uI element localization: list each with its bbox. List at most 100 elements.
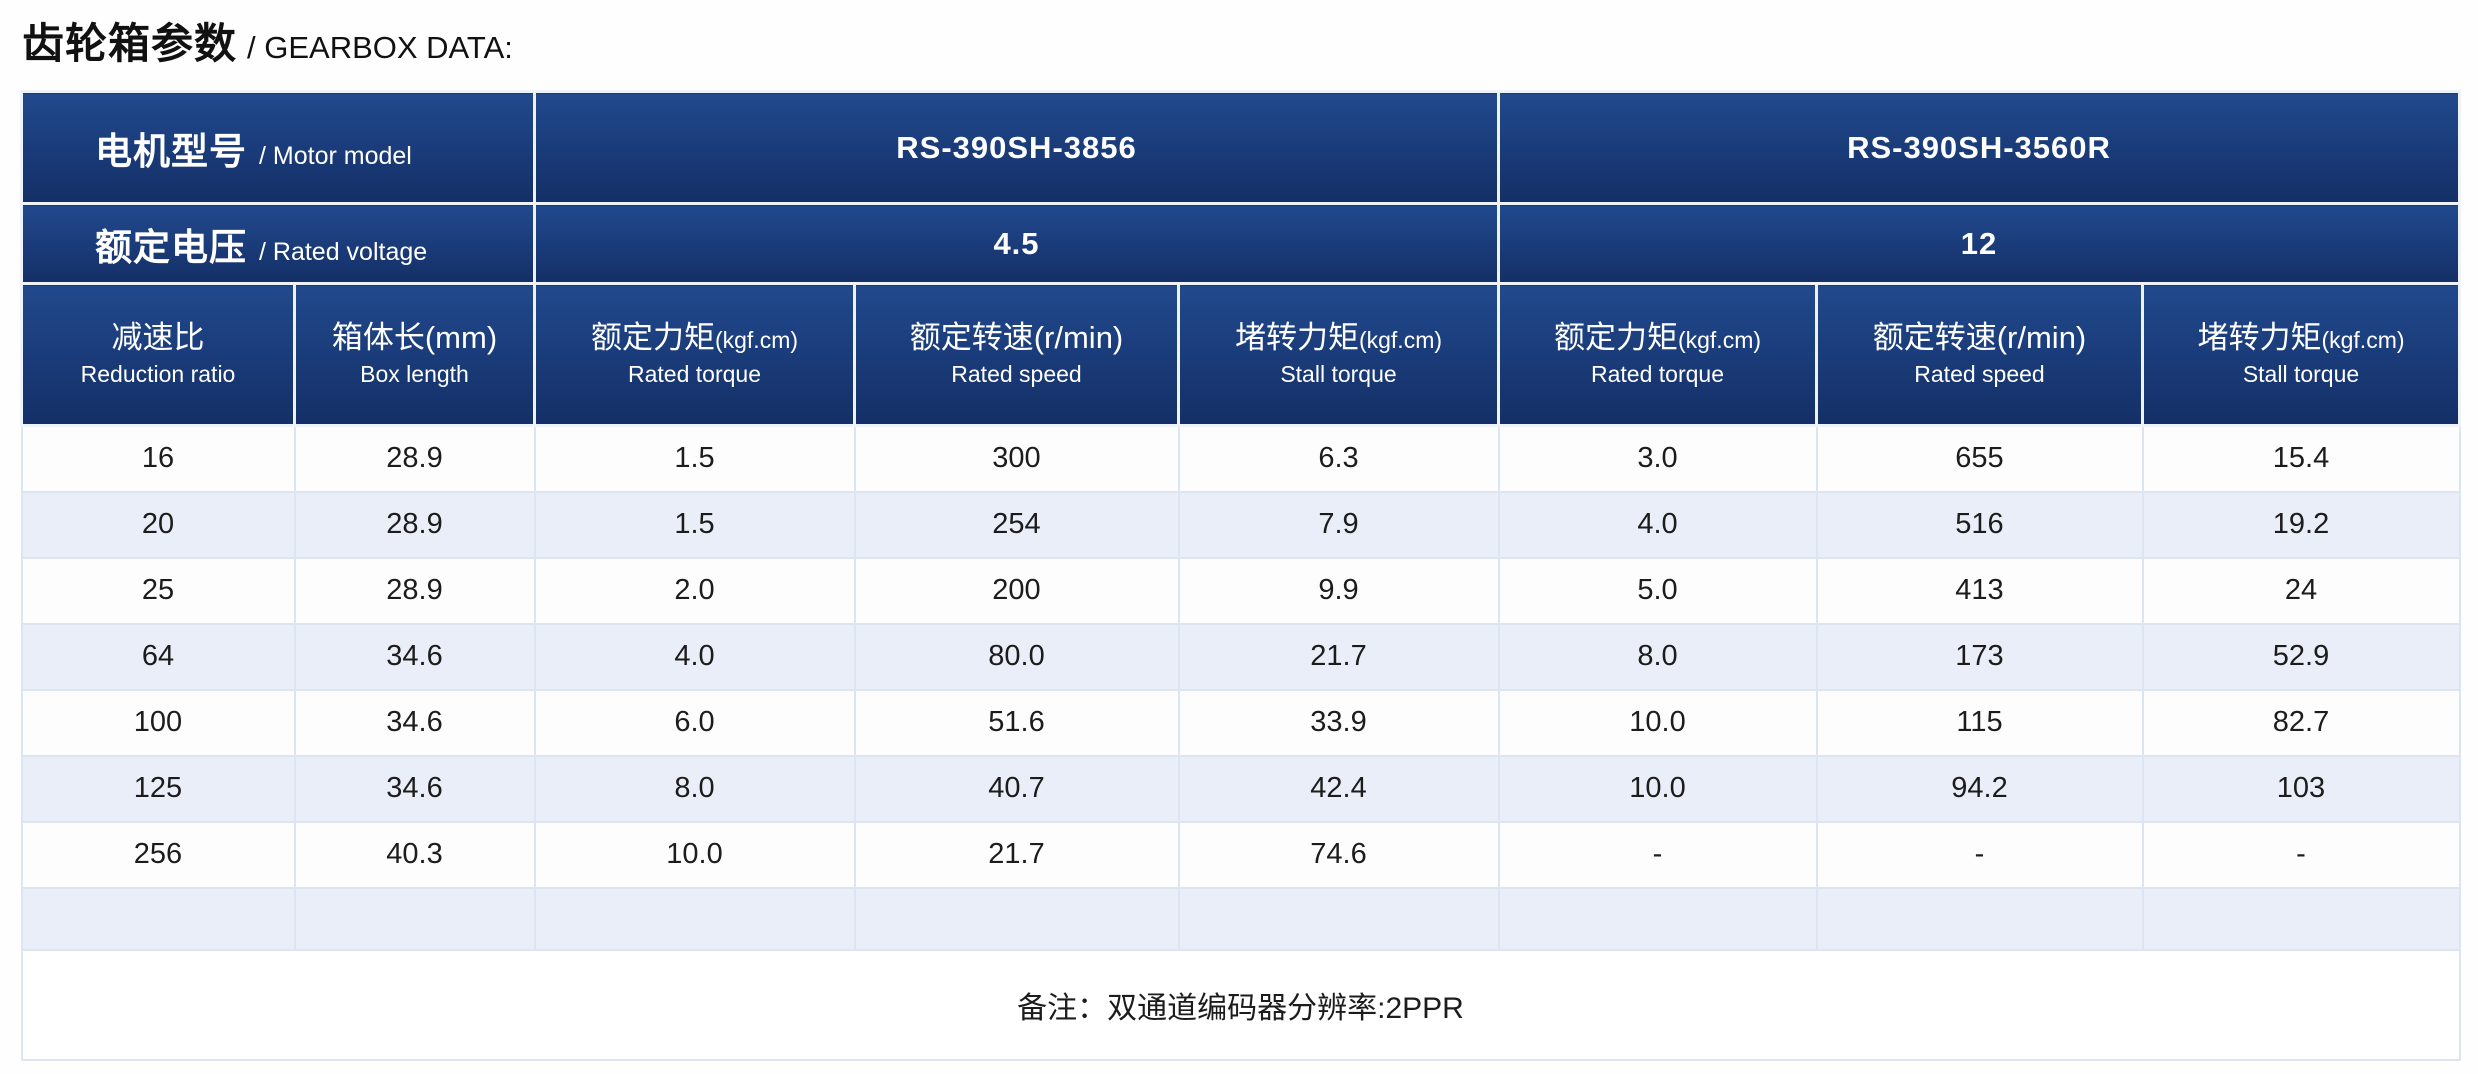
table-row-ratio-125: 125 34.6 8.0 40.7 42.4 10.0 94.2 103	[20, 754, 2461, 823]
column-unit: (kgf.cm)	[1358, 327, 1443, 354]
column-header-reduction-ratio: 减速比 Reduction ratio	[20, 282, 296, 427]
data-cell: 94.2	[1815, 754, 2144, 823]
data-cell: 52.9	[2141, 622, 2461, 691]
data-cell: 28.9	[293, 490, 536, 559]
data-cell: 21.7	[853, 820, 1180, 889]
column-title: 额定力矩	[1553, 320, 1678, 356]
empty-cell	[533, 886, 856, 951]
rated-voltage-label-zh: 额定电压	[95, 226, 247, 268]
data-cell: 1.5	[533, 490, 856, 559]
data-cell: 40.7	[853, 754, 1180, 823]
column-title: 额定力矩	[590, 320, 715, 356]
column-unit: (kgf.cm)	[714, 327, 799, 354]
data-cell: 15.4	[2141, 424, 2461, 493]
column-subtitle: Rated torque	[628, 360, 761, 387]
column-header-rated-speed-2: 额定转速(r/min) Rated speed	[1815, 282, 2144, 427]
data-cell: 10.0	[533, 820, 856, 889]
data-cell: 34.6	[293, 688, 536, 757]
data-cell: 7.9	[1177, 490, 1500, 559]
column-title: 堵转力矩	[2197, 320, 2322, 356]
data-cell: 256	[20, 820, 296, 889]
data-cell: 173	[1815, 622, 2144, 691]
rated-voltage-value-1: 4.5	[533, 202, 1500, 285]
data-cell: 413	[1815, 556, 2144, 625]
data-cell: 125	[20, 754, 296, 823]
data-cell: 82.7	[2141, 688, 2461, 757]
column-header-stall-torque-2: 堵转力矩(kgf.cm) Stall torque	[2141, 282, 2461, 427]
data-cell: 2.0	[533, 556, 856, 625]
column-header-rated-torque-2: 额定力矩(kgf.cm) Rated torque	[1497, 282, 1818, 427]
table-row-ratio-16: 16 28.9 1.5 300 6.3 3.0 655 15.4	[20, 424, 2461, 493]
data-cell: 10.0	[1497, 688, 1818, 757]
data-cell: 103	[2141, 754, 2461, 823]
column-header-rated-torque-1: 额定力矩(kgf.cm) Rated torque	[533, 282, 856, 427]
data-cell: 254	[853, 490, 1180, 559]
column-unit: (kgf.cm)	[1677, 327, 1762, 354]
empty-cell	[1815, 886, 2144, 951]
column-title: 额定转速(r/min)	[1872, 320, 2087, 356]
data-cell: 5.0	[1497, 556, 1818, 625]
table-row-ratio-64: 64 34.6 4.0 80.0 21.7 8.0 173 52.9	[20, 622, 2461, 691]
empty-row	[20, 886, 2461, 951]
empty-cell	[1497, 886, 1818, 951]
gearbox-data-table: 电机型号 / Motor model RS-390SH-3856 RS-390S…	[20, 90, 2461, 1061]
data-cell: 25	[20, 556, 296, 625]
data-cell: 6.3	[1177, 424, 1500, 493]
column-subtitle: Rated speed	[951, 360, 1082, 387]
column-title: 额定转速(r/min)	[909, 320, 1124, 356]
table-row-ratio-100: 100 34.6 6.0 51.6 33.9 10.0 115 82.7	[20, 688, 2461, 757]
data-cell: 80.0	[853, 622, 1180, 691]
data-cell: 200	[853, 556, 1180, 625]
data-cell: 51.6	[853, 688, 1180, 757]
rated-voltage-value-2: 12	[1497, 202, 2461, 285]
column-subtitle: Reduction ratio	[80, 360, 236, 387]
data-cell: 28.9	[293, 424, 536, 493]
data-cell: 1.5	[533, 424, 856, 493]
column-subtitle: Stall torque	[1280, 360, 1397, 387]
data-cell: -	[2141, 820, 2461, 889]
note-cell: 备注：双通道编码器分辨率:2PPR	[20, 948, 2461, 1061]
motor-model-label-en: / Motor model	[259, 141, 412, 170]
data-cell: 21.7	[1177, 622, 1500, 691]
data-cell: 34.6	[293, 754, 536, 823]
data-cell: 74.6	[1177, 820, 1500, 889]
empty-cell	[293, 886, 536, 951]
data-cell: 655	[1815, 424, 2144, 493]
column-subtitle: Box length	[360, 360, 469, 387]
data-cell: 10.0	[1497, 754, 1818, 823]
page-title-en: / GEARBOX DATA:	[247, 30, 513, 65]
empty-cell	[1177, 886, 1500, 951]
motor-model-value-2: RS-390SH-3560R	[1497, 90, 2461, 205]
column-subtitle: Rated speed	[1914, 360, 2045, 387]
data-cell: 28.9	[293, 556, 536, 625]
rated-voltage-header: 额定电压 / Rated voltage	[20, 202, 536, 285]
page-title: 齿轮箱参数 / GEARBOX DATA:	[22, 10, 513, 71]
data-cell: 3.0	[1497, 424, 1818, 493]
data-cell: 516	[1815, 490, 2144, 559]
data-cell: 8.0	[533, 754, 856, 823]
data-cell: 16	[20, 424, 296, 493]
column-header-rated-speed-1: 额定转速(r/min) Rated speed	[853, 282, 1180, 427]
rated-voltage-label-en: / Rated voltage	[259, 237, 428, 266]
data-cell: 9.9	[1177, 556, 1500, 625]
data-cell: -	[1497, 820, 1818, 889]
table-row-ratio-20: 20 28.9 1.5 254 7.9 4.0 516 19.2	[20, 490, 2461, 559]
data-cell: 6.0	[533, 688, 856, 757]
empty-cell	[853, 886, 1180, 951]
column-header-box-length: 箱体长(mm) Box length	[293, 282, 536, 427]
data-cell: 33.9	[1177, 688, 1500, 757]
table-row-ratio-25: 25 28.9 2.0 200 9.9 5.0 413 24	[20, 556, 2461, 625]
column-subtitle: Rated torque	[1591, 360, 1724, 387]
rated-voltage-row: 额定电压 / Rated voltage 4.5 12	[20, 202, 2461, 285]
motor-model-value-1: RS-390SH-3856	[533, 90, 1500, 205]
empty-cell	[20, 886, 296, 951]
page-title-zh: 齿轮箱参数	[22, 20, 238, 67]
motor-model-row: 电机型号 / Motor model RS-390SH-3856 RS-390S…	[20, 90, 2461, 205]
table-row-ratio-256: 256 40.3 10.0 21.7 74.6 - - -	[20, 820, 2461, 889]
empty-cell	[2141, 886, 2461, 951]
data-cell: 64	[20, 622, 296, 691]
data-cell: 34.6	[293, 622, 536, 691]
data-cell: 4.0	[1497, 490, 1818, 559]
data-cell: 8.0	[1497, 622, 1818, 691]
motor-model-header: 电机型号 / Motor model	[20, 90, 536, 205]
